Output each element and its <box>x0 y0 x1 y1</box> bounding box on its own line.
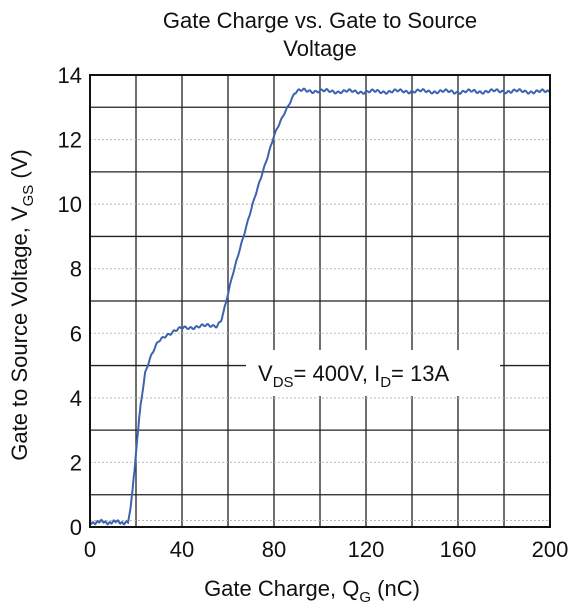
chart-title-line-1: Gate Charge vs. Gate to Source <box>163 8 477 33</box>
y-tick-label: 10 <box>58 192 82 217</box>
chart-title-line-2: Voltage <box>283 36 356 61</box>
x-axis-title: Gate Charge, QG (nC) <box>204 576 420 604</box>
x-tick-label: 80 <box>262 537 286 562</box>
y-tick-label: 8 <box>70 257 82 282</box>
annotation-label: VDS= 400V, ID= 13A <box>258 361 449 391</box>
y-tick-label: 0 <box>70 515 82 540</box>
y-tick-label: 12 <box>58 128 82 153</box>
plot-frame <box>89 74 551 528</box>
x-tick-label: 200 <box>532 537 569 562</box>
x-tick-label: 120 <box>348 537 385 562</box>
x-tick-label: 160 <box>440 537 477 562</box>
annotation-box <box>246 350 500 396</box>
tick-labels: 0 40 80 120 160 200 0 2 4 6 8 10 12 14 <box>58 63 569 562</box>
grid-lines <box>90 75 550 527</box>
y-tick-label: 14 <box>58 63 82 88</box>
y-tick-label: 4 <box>70 386 82 411</box>
x-tick-label: 40 <box>170 537 194 562</box>
y-axis-title: Gate to Source Voltage, VGS (V) <box>7 149 37 461</box>
y-tick-label: 6 <box>70 321 82 346</box>
x-tick-label: 0 <box>84 537 96 562</box>
series-line <box>89 87 551 526</box>
y-tick-label: 2 <box>70 450 82 475</box>
series-group <box>89 87 551 526</box>
